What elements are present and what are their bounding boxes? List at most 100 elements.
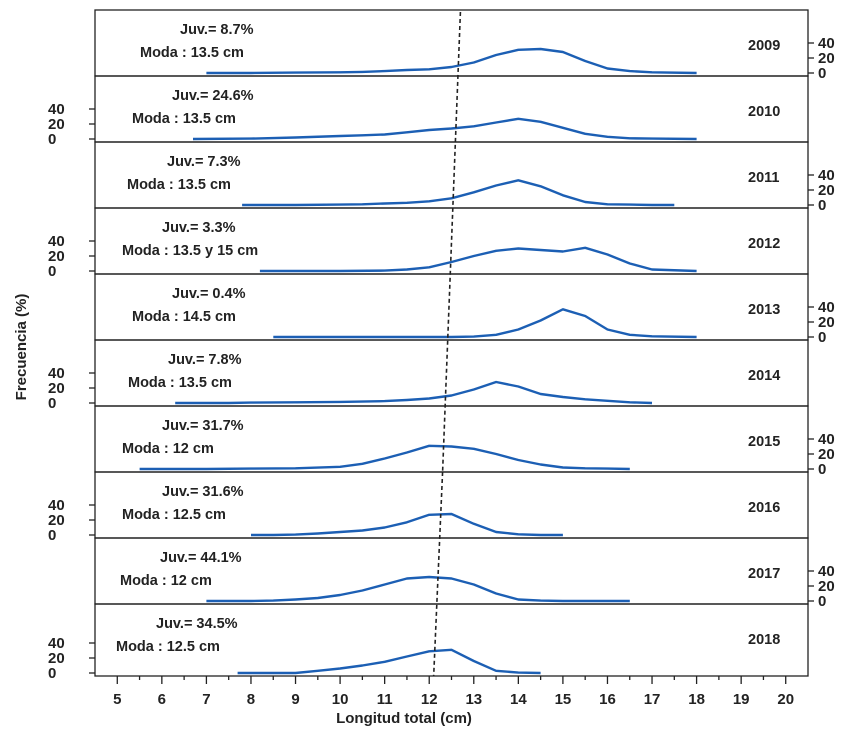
x-tick-label: 12: [421, 691, 438, 708]
y-tick-label: 20: [48, 650, 65, 667]
juvenile-percent-label: Juv.= 3.3%: [162, 220, 236, 236]
mode-label: Moda : 13.5 cm: [128, 375, 232, 391]
panel-frame: [94, 207, 809, 275]
y-tick-label: 20: [818, 578, 835, 595]
mode-label: Moda : 13.5 cm: [127, 177, 231, 193]
juvenile-percent-label: Juv.= 44.1%: [160, 550, 242, 566]
panel-frame: [94, 537, 809, 605]
x-tick-label: 17: [644, 691, 661, 708]
juvenile-percent-label: Juv.= 34.5%: [156, 616, 238, 632]
y-tick-label: 40: [48, 497, 65, 514]
frequency-curve-2014: [175, 380, 653, 405]
juvenile-percent-label: Juv.= 7.3%: [167, 154, 241, 170]
y-tick-label: 20: [818, 446, 835, 463]
frequency-curve-2012: [259, 246, 697, 273]
y-axis-label: Frecuencia (%): [13, 294, 30, 401]
mode-label: Moda : 12.5 cm: [122, 507, 226, 523]
year-label: 2009: [748, 38, 780, 54]
x-tick-label: 20: [777, 691, 794, 708]
year-label: 2013: [748, 302, 780, 318]
year-label: 2018: [748, 632, 780, 648]
x-tick-label: 5: [113, 691, 121, 708]
frequency-curve-2015: [139, 444, 630, 471]
x-tick-label: 8: [247, 691, 255, 708]
x-axis-label: Longitud total (cm): [336, 710, 472, 727]
frequency-curve-2010: [192, 117, 697, 141]
x-tick-label: 7: [202, 691, 210, 708]
year-label: 2016: [748, 500, 780, 516]
juvenile-percent-label: Juv.= 7.8%: [168, 352, 242, 368]
y-tick-label: 20: [48, 116, 65, 133]
juvenile-percent-label: Juv.= 24.6%: [172, 88, 254, 104]
y-tick-label: 40: [818, 35, 835, 52]
x-tick-label: 16: [599, 691, 616, 708]
juvenile-percent-label: Juv.= 31.6%: [162, 484, 244, 500]
panel-frame: [94, 75, 809, 143]
juvenile-percent-label: Juv.= 0.4%: [172, 286, 246, 302]
panel-frame: [94, 405, 809, 473]
year-label: 2015: [748, 434, 780, 450]
mode-label: Moda : 13.5 cm: [132, 111, 236, 127]
x-tick-label: 19: [733, 691, 750, 708]
y-tick-label: 40: [48, 233, 65, 250]
mode-label: Moda : 13.5 cm: [140, 45, 244, 61]
x-tick-label: 14: [510, 691, 527, 708]
frequency-curve-2017: [206, 575, 630, 603]
year-label: 2010: [748, 104, 780, 120]
mode-label: Moda : 12 cm: [120, 573, 212, 589]
y-tick-label: 0: [48, 263, 56, 280]
y-tick-label: 20: [818, 182, 835, 199]
x-axis: 5 6 7 8 9 10 11 12 13 14 15 16 17 18 19 20: [113, 676, 794, 708]
y-tick-label: 20: [818, 314, 835, 331]
y-tick-label: 40: [48, 365, 65, 382]
mode-label: Moda : 14.5 cm: [132, 309, 236, 325]
mode-label: Moda : 13.5 y 15 cm: [122, 243, 258, 259]
panel-frame: [94, 471, 809, 539]
x-tick-label: 18: [688, 691, 705, 708]
frequency-curve-2013: [273, 308, 697, 339]
y-tick-label: 0: [818, 197, 826, 214]
y-tick-label: 20: [818, 50, 835, 67]
y-tick-label: 0: [818, 329, 826, 346]
year-label: 2012: [748, 236, 780, 252]
y-tick-label: 0: [48, 131, 56, 148]
y-tick-label: 0: [818, 461, 826, 478]
frequency-curve-2009: [206, 47, 697, 75]
frequency-curve-2018: [237, 648, 541, 675]
juvenile-percent-label: Juv.= 8.7%: [180, 22, 254, 38]
y-tick-label: 0: [48, 527, 56, 544]
y-tick-label: 0: [48, 395, 56, 412]
x-tick-label: 11: [377, 691, 393, 708]
x-tick-label: 15: [555, 691, 572, 708]
y-tick-label: 0: [818, 65, 826, 82]
year-label: 2014: [748, 368, 780, 384]
panel-frame: [94, 273, 809, 341]
mode-label: Moda : 12 cm: [122, 441, 214, 457]
y-tick-label: 20: [48, 512, 65, 529]
y-tick-label: 0: [48, 665, 56, 682]
y-tick-label: 40: [818, 563, 835, 580]
year-label: 2011: [748, 170, 779, 186]
mode-label: Moda : 12.5 cm: [116, 639, 220, 655]
x-tick-label: 6: [158, 691, 166, 708]
y-tick-label: 40: [818, 299, 835, 316]
juvenile-percent-label: Juv.= 31.7%: [162, 418, 244, 434]
x-tick-label: 9: [291, 691, 299, 708]
y-tick-label: 40: [818, 167, 835, 184]
x-tick-label: 10: [332, 691, 349, 708]
y-tick-label: 20: [48, 380, 65, 397]
year-label: 2017: [748, 566, 780, 582]
y-tick-label: 40: [818, 431, 835, 448]
y-tick-label: 20: [48, 248, 65, 265]
